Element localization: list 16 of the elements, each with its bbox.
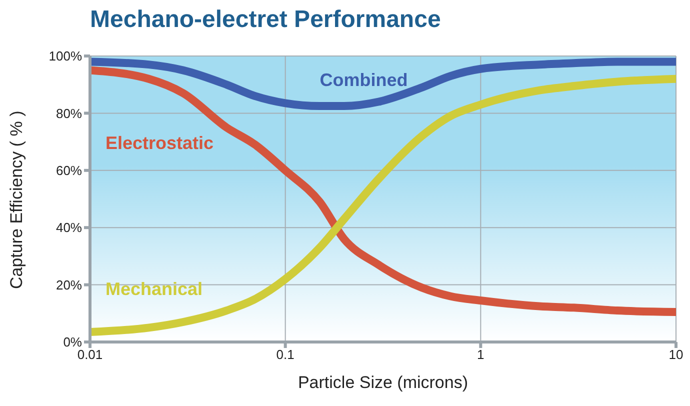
y-tick-label: 100% <box>48 48 82 64</box>
y-axis-title: Capture Efficiency ( % ) <box>7 110 26 289</box>
x-tick-label: 10 <box>668 347 684 362</box>
x-axis-title: Particle Size (microns) <box>298 373 468 392</box>
x-tick-label: 0.1 <box>276 347 294 362</box>
y-tick-label: 60% <box>56 163 82 178</box>
x-tick-label: 0.01 <box>77 347 103 362</box>
y-tick-label: 20% <box>56 277 82 292</box>
y-tick-label: 80% <box>56 106 82 121</box>
y-tick-label: 40% <box>56 220 82 236</box>
series-label: Combined <box>320 70 408 92</box>
series-label: Mechanical <box>105 279 202 300</box>
y-tick-label: 0% <box>63 334 82 350</box>
chart-title: Mechano-electret Performance <box>90 6 441 34</box>
x-tick-label: 1 <box>477 347 484 362</box>
series-label: Electrostatic <box>105 133 214 154</box>
